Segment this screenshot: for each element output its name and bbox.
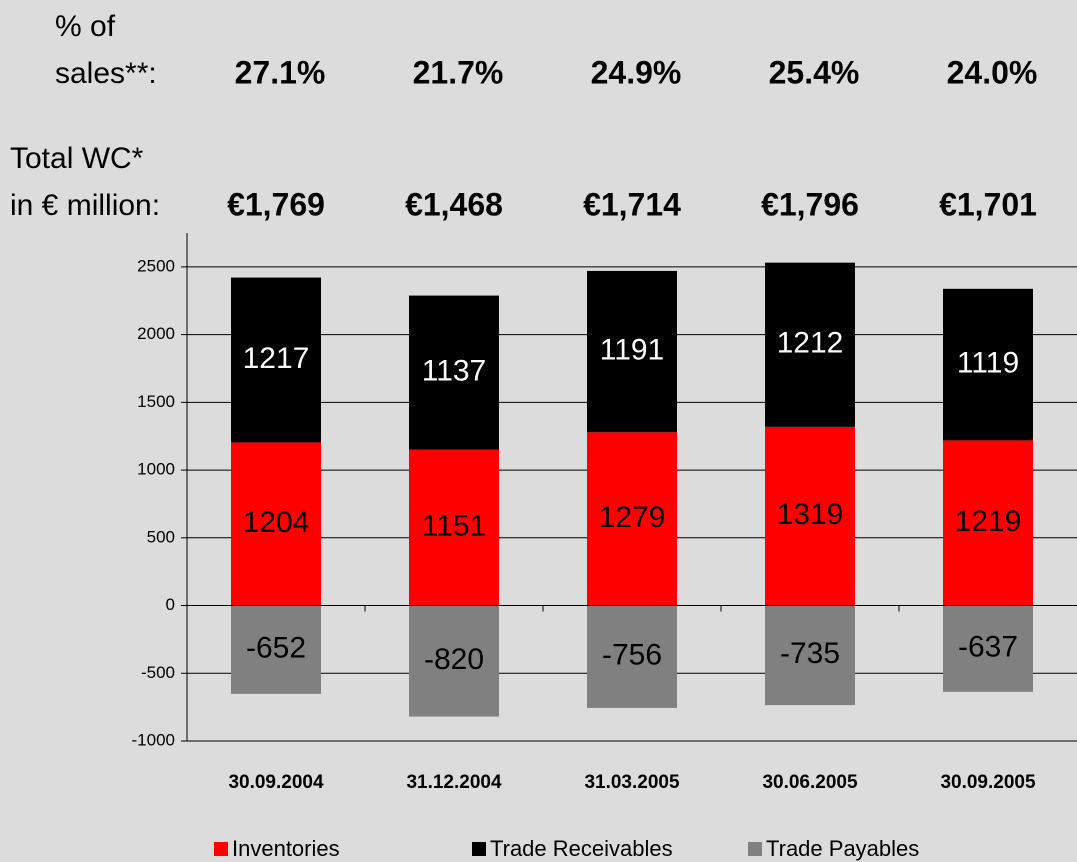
y-tick-label: -1000 [132,730,175,749]
data-label: 1137 [422,355,487,388]
total-wc: €1,769 [227,186,325,222]
bar-segment [587,432,677,606]
y-tick-label: 500 [147,527,175,546]
x-tick-label: 31.03.2005 [584,772,680,793]
data-label: -652 [246,632,306,665]
y-tick-label: 2500 [137,256,175,275]
data-label: 1204 [243,506,310,539]
total-wc: €1,714 [583,186,681,222]
bar-segment [409,295,499,450]
data-label: 1219 [955,505,1022,538]
data-label: 1119 [957,347,1019,380]
data-label: -756 [602,639,662,672]
data-label: -637 [958,631,1018,664]
y-tick-label: 1500 [137,392,175,411]
percent-of-sales: 27.1% [235,54,326,90]
percent-of-sales: 25.4% [769,54,860,90]
percent-of-sales: 24.9% [591,54,682,90]
bar-segment [231,605,321,694]
y-tick-label: 1000 [137,460,175,479]
data-label: 1217 [243,342,310,375]
bar-segment [765,426,855,606]
total-wc: €1,701 [939,186,1037,222]
data-label: 1151 [422,509,487,542]
bar-segment [231,442,321,606]
data-label: 1279 [599,501,666,534]
legend-label: Inventories [232,836,340,861]
y-tick-label: 0 [166,595,175,614]
bar-segment [587,605,677,708]
percent-label: % of [55,10,116,43]
data-label: -735 [780,637,840,670]
legend-label: Trade Receivables [490,836,673,861]
percent-of-sales: 21.7% [413,54,504,90]
bar-segment [943,288,1033,441]
bar-segment [409,449,499,606]
total-wc: €1,796 [761,186,859,222]
bar-segment [765,262,855,427]
data-label: 1191 [600,334,665,367]
data-label: 1319 [777,498,844,531]
bar-segment [943,440,1033,606]
bar-segment [409,605,499,717]
x-tick-label: 30.09.2005 [940,772,1036,793]
legend-label: Trade Payables [766,836,919,861]
x-tick-label: 30.06.2005 [762,772,858,793]
y-tick-label: 2000 [137,324,175,343]
wc-label: in € million: [10,189,160,222]
bar-segment [587,270,677,433]
legend-swatch [748,842,762,856]
data-label: -820 [424,643,484,676]
total-wc: €1,468 [405,186,503,222]
x-tick-label: 31.12.2004 [406,772,502,793]
wc-label: Total WC* [10,142,144,175]
legend-swatch [214,842,228,856]
data-label: 1212 [777,327,844,360]
y-tick-label: -500 [141,663,175,682]
bar-segment [231,277,321,443]
x-tick-label: 30.09.2004 [228,772,324,793]
bar-segment [943,605,1033,692]
legend-swatch [472,842,486,856]
percent-label: sales**: [55,57,157,90]
bar-segment [765,605,855,706]
percent-of-sales: 24.0% [947,54,1038,90]
